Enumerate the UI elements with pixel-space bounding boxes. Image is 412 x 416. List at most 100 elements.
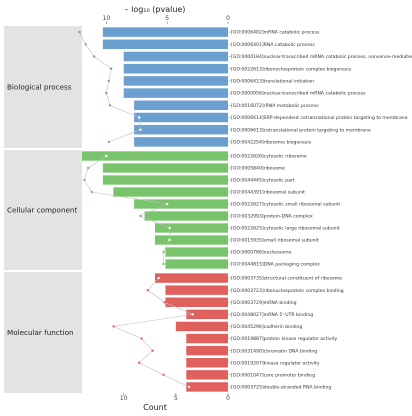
- bar: [113, 187, 228, 197]
- bottom-tick-label: 10: [120, 395, 128, 402]
- pvalue-point: [187, 385, 191, 389]
- bar: [186, 382, 228, 392]
- bar: [102, 39, 228, 50]
- pvalue-point: [139, 128, 142, 131]
- pvalue-point: [86, 166, 90, 170]
- term-label: [GO:0001047]core promoter binding: [231, 372, 315, 378]
- bottom-axis-title: Count: [143, 403, 167, 412]
- pvalue-point: [163, 301, 166, 304]
- bar: [165, 247, 228, 257]
- bar: [123, 51, 228, 62]
- bar: [186, 370, 228, 380]
- bottom-tick-label: 5: [174, 395, 178, 402]
- bar: [102, 27, 228, 37]
- pvalue-point: [162, 373, 165, 377]
- term-label: [GO:0022626]cytosolic ribosome: [231, 154, 307, 160]
- term-label: [GO:0022613]ribonucleoprotein complex bi…: [231, 66, 352, 72]
- term-label: [GO:0003729]mRNA binding: [231, 300, 297, 306]
- pvalue-point: [140, 337, 143, 340]
- bar: [186, 309, 228, 320]
- bar: [155, 223, 228, 233]
- pvalue-point: [146, 288, 149, 292]
- pvalue-point: [110, 67, 113, 70]
- term-label: [GO:0003723]ribonucleoprotein complex bi…: [231, 288, 344, 294]
- pvalue-point: [107, 79, 110, 83]
- category-label: Cellular component: [7, 206, 77, 215]
- term-label: [GO:0003725]double-stranded RNA binding: [231, 385, 331, 391]
- pvalue-point: [168, 238, 171, 242]
- pvalue-line: [112, 277, 194, 388]
- category-panel: [4, 26, 82, 148]
- term-label: [GO:0006413]translational initiation: [231, 79, 314, 85]
- pvalue-point: [162, 262, 165, 266]
- category-panel: [4, 150, 82, 270]
- bar: [123, 63, 228, 74]
- pvalue-point: [139, 214, 142, 218]
- term-label: [GO:0000956]nuclear-transcribed mRNA cat…: [231, 91, 366, 97]
- term-label: [GO:0006614]SRP-dependent cotranslationa…: [231, 115, 408, 121]
- term-label: [GO:0006613]cotranslational protein targ…: [231, 127, 371, 133]
- term-label: [GO:0022625]cytosolic large ribosomal su…: [231, 226, 340, 232]
- pvalue-point: [105, 154, 108, 158]
- pvalue-point: [151, 349, 154, 352]
- bottom-tick-label: 0: [226, 395, 230, 402]
- bar: [134, 100, 228, 111]
- pvalue-point: [112, 325, 115, 328]
- term-label: [GO:0031490]chromatin DNA binding: [231, 348, 317, 354]
- term-label: [GO:0042254]ribosome biogenesis: [231, 140, 312, 146]
- pvalue-point: [157, 276, 160, 280]
- term-label: [GO:0016072]rRNA metabolic process: [231, 103, 319, 109]
- term-label: [GO:0044445]cytosolic part: [231, 178, 295, 184]
- term-label: [GO:0003735]structural constituent of ri…: [231, 276, 342, 282]
- term-label: [GO:0019207]kinase regulator activity: [231, 360, 320, 366]
- pvalue-line: [84, 155, 170, 264]
- bar: [123, 76, 228, 86]
- term-label: [GO:0019887]protein kinase regulator act…: [231, 336, 338, 342]
- pvalue-point: [162, 250, 165, 254]
- term-label: [GO:0006401]RNA catabolic process: [231, 42, 315, 48]
- bar: [186, 345, 228, 356]
- pvalue-point: [191, 313, 194, 316]
- pvalue-point: [107, 140, 110, 144]
- bar: [186, 333, 228, 344]
- pvalue-point: [137, 116, 141, 119]
- bar: [134, 112, 228, 123]
- top-tick-label: 5: [165, 15, 169, 22]
- bar: [102, 175, 228, 185]
- top-tick-label: 10: [103, 15, 111, 22]
- pvalue-line: [79, 31, 141, 143]
- top-tick-label: 0: [226, 15, 230, 22]
- term-label: [GO:0015935]small ribosomal subunit: [231, 238, 319, 244]
- pvalue-point: [105, 91, 108, 95]
- bar: [134, 137, 228, 147]
- term-label: [GO:0022627]cytosolic small ribosomal su…: [231, 202, 340, 208]
- pvalue-point: [78, 30, 81, 34]
- bar: [134, 124, 228, 135]
- pvalue-point: [90, 190, 93, 194]
- term-label: [GO:0032993]protein-DNA complex: [231, 214, 313, 220]
- bar: [123, 88, 228, 98]
- bar: [155, 273, 228, 283]
- category-panel: [4, 272, 82, 393]
- term-label: [GO:0044815]DNA packaging complex: [231, 262, 320, 268]
- term-label: [GO:0006402]mRNA catabolic process: [231, 30, 320, 36]
- bar: [82, 151, 228, 161]
- term-label: [GO:0000786]nucleosome: [231, 250, 292, 256]
- bar: [165, 259, 228, 269]
- pvalue-point: [137, 361, 141, 364]
- bar: [165, 297, 228, 307]
- bar: [102, 163, 228, 173]
- bar: [165, 285, 228, 295]
- pvalue-point: [92, 55, 96, 58]
- term-label: [GO:0045296]cadherin binding: [231, 324, 302, 330]
- pvalue-point: [168, 226, 171, 230]
- category-label: Biological process: [7, 83, 72, 92]
- bar: [186, 358, 228, 368]
- bar: [134, 199, 228, 209]
- pvalue-point: [83, 178, 86, 182]
- pvalue-point: [108, 104, 112, 107]
- bar: [155, 235, 228, 245]
- pvalue-point: [84, 43, 87, 46]
- pvalue-point: [165, 202, 169, 206]
